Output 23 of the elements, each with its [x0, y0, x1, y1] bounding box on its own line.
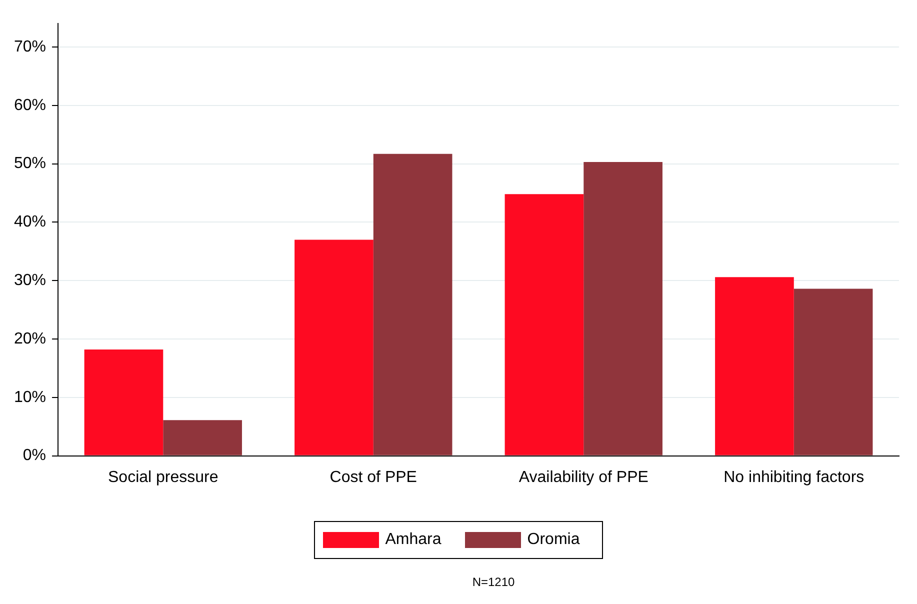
bar [163, 420, 242, 456]
y-tick-label: 20% [14, 330, 46, 348]
y-tick-label: 10% [14, 388, 46, 406]
legend-label: Oromia [527, 531, 580, 549]
x-tick-label: No inhibiting factors [724, 468, 864, 486]
x-tick-label: Social pressure [108, 468, 218, 486]
x-tick-label: Availability of PPE [518, 468, 648, 486]
bar [584, 162, 662, 456]
bar [715, 277, 794, 456]
y-tick-label: 70% [14, 38, 46, 56]
legend-label: Amhara [385, 531, 442, 549]
y-tick-label: 60% [14, 96, 46, 114]
y-tick-label: 0% [22, 447, 46, 464]
bar [504, 194, 584, 456]
y-tick-label: 40% [14, 214, 46, 231]
bar [794, 288, 873, 456]
y-tick-label: 50% [14, 155, 46, 172]
bar [84, 350, 164, 456]
text: N=1210 [471, 575, 516, 589]
x-tick-label: Cost of PPE [330, 468, 417, 486]
y-tick-label: 30% [14, 272, 46, 289]
bar [294, 240, 374, 456]
bar [373, 154, 452, 456]
